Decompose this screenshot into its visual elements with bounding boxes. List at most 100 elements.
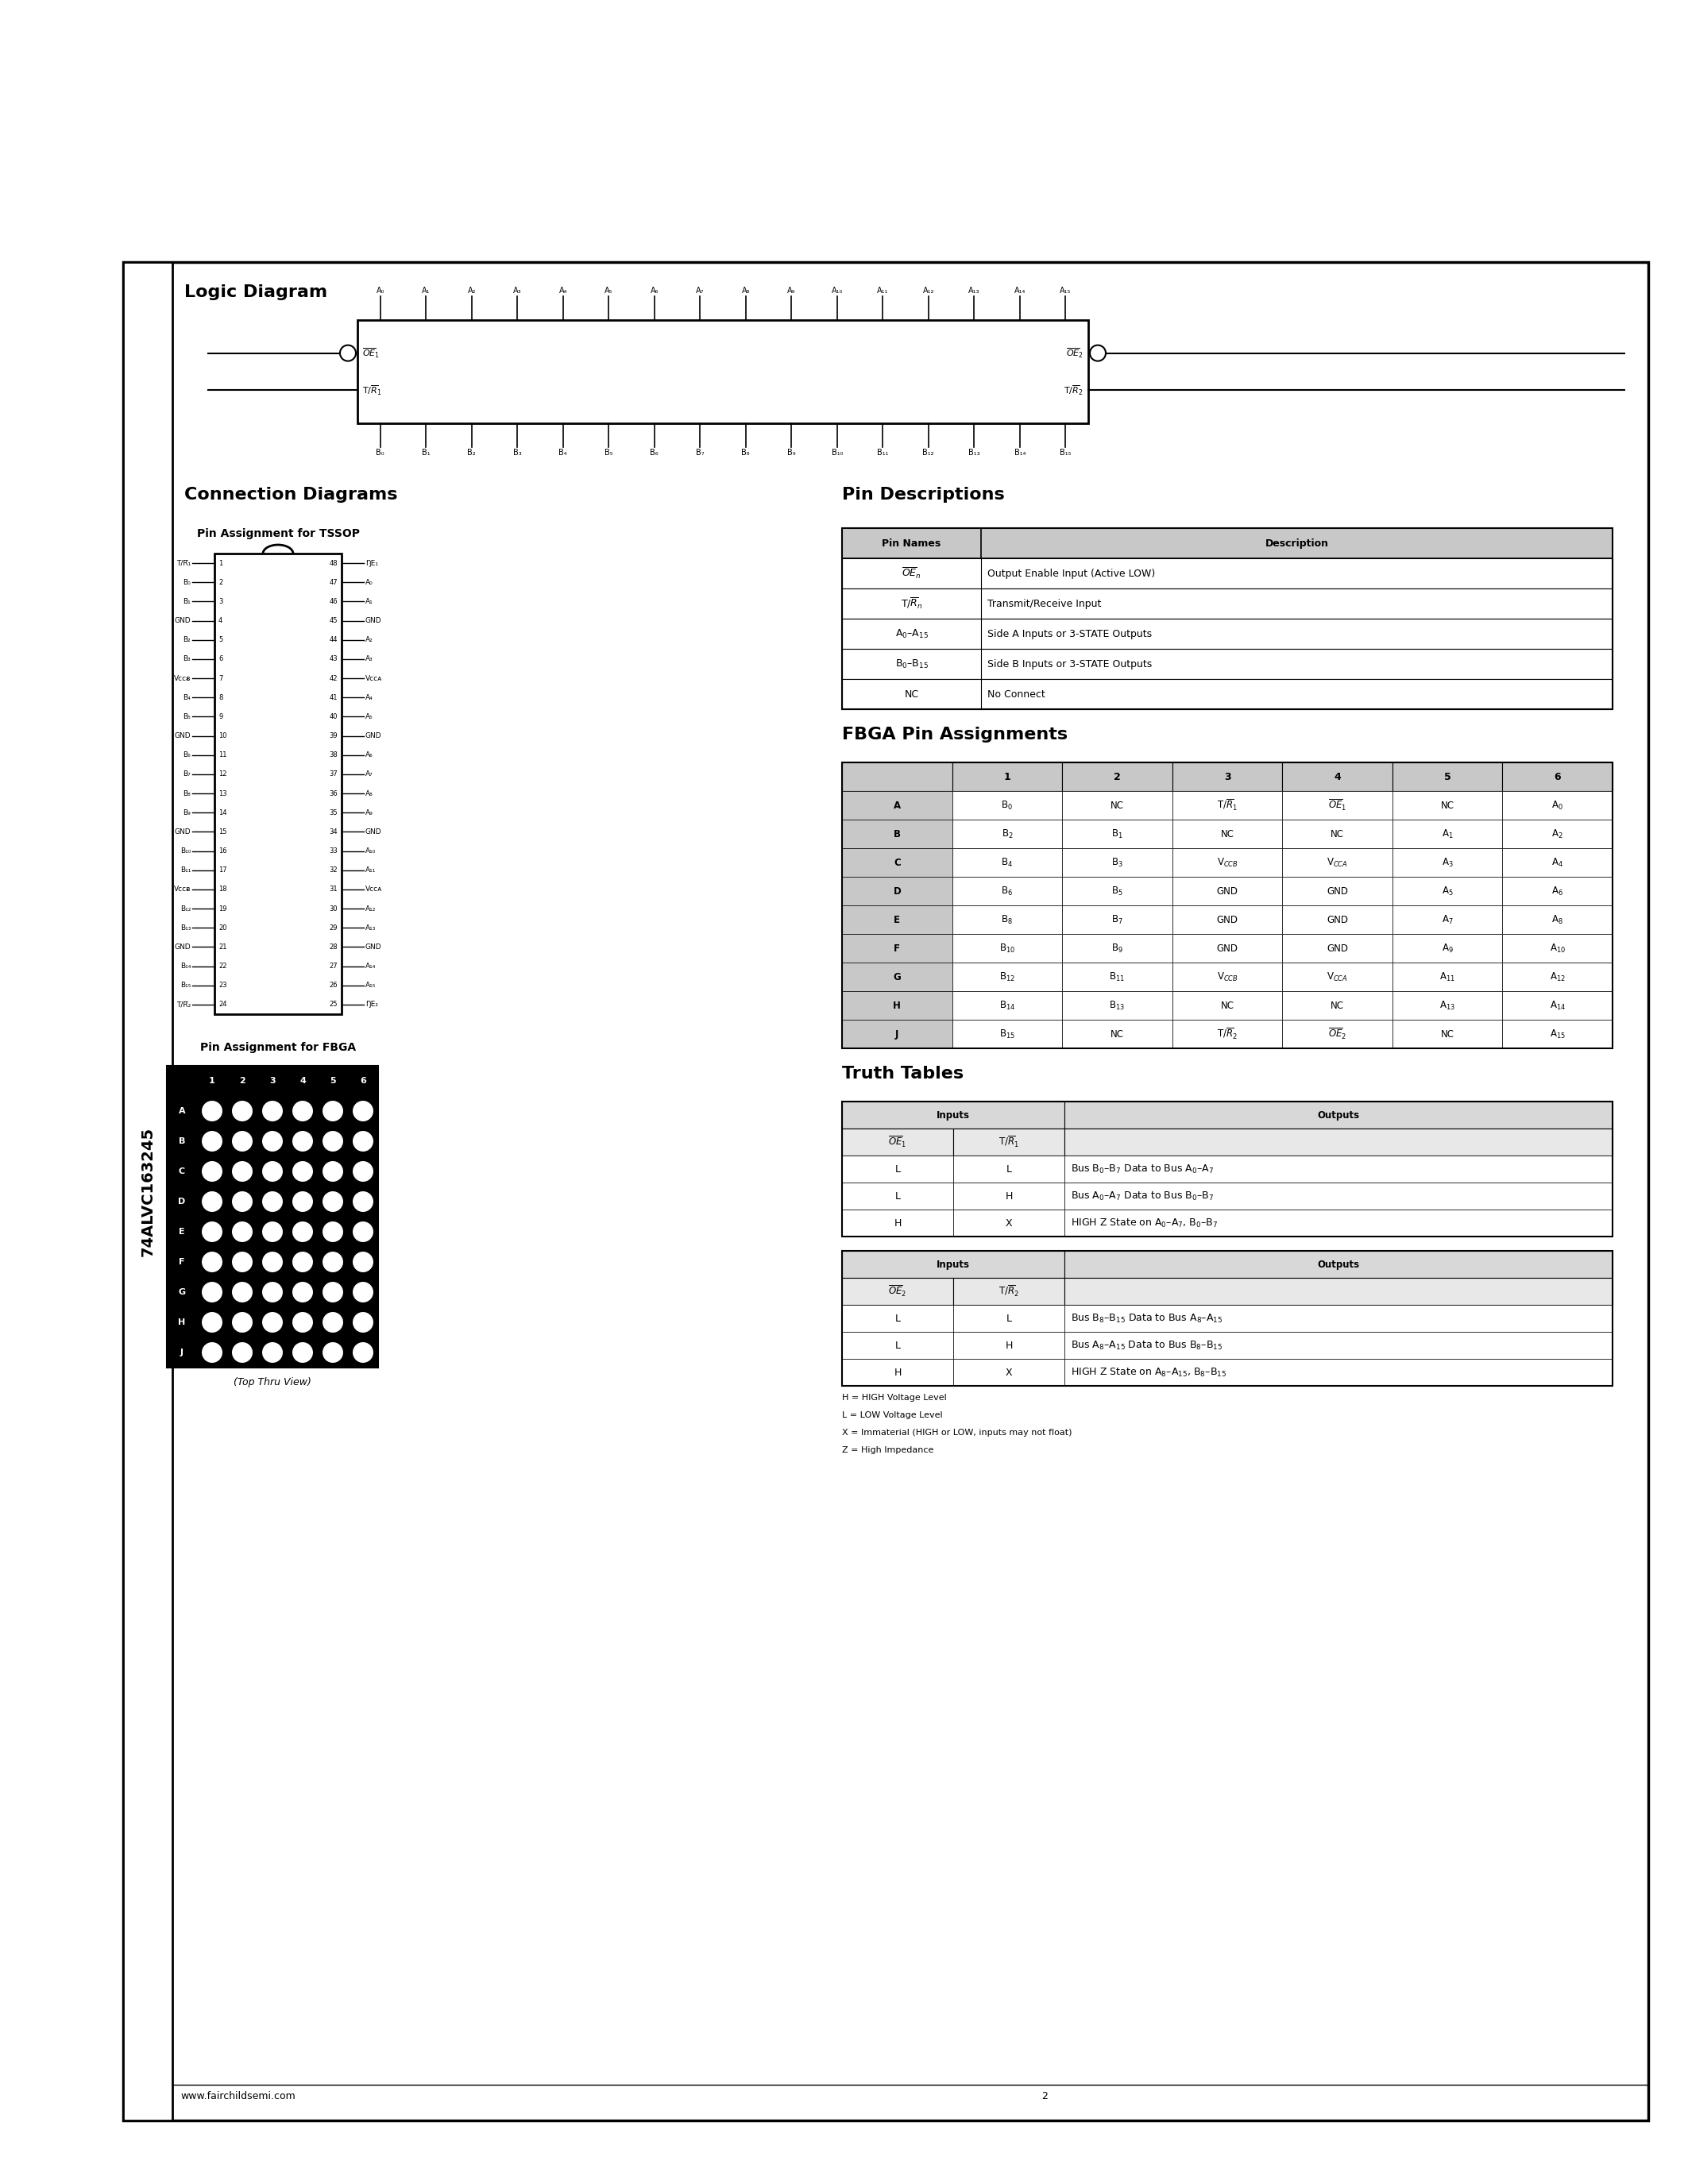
Circle shape xyxy=(231,1101,253,1123)
Circle shape xyxy=(339,345,356,360)
Text: 7: 7 xyxy=(218,675,223,681)
Text: B$_7$: B$_7$ xyxy=(1111,913,1123,926)
Circle shape xyxy=(292,1160,314,1182)
Text: A₉: A₉ xyxy=(365,808,373,817)
Text: B$_6$: B$_6$ xyxy=(1001,885,1013,898)
Text: 17: 17 xyxy=(218,867,226,874)
Bar xyxy=(842,587,1612,618)
Text: Output Enable Input (Active LOW): Output Enable Input (Active LOW) xyxy=(987,568,1155,579)
Text: A$_{11}$: A$_{11}$ xyxy=(1440,972,1455,983)
Text: 4: 4 xyxy=(218,618,223,625)
Bar xyxy=(842,618,1612,649)
Text: A₁₀: A₁₀ xyxy=(830,286,842,295)
Text: T/$\overline{R}_n$: T/$\overline{R}_n$ xyxy=(901,596,922,612)
Circle shape xyxy=(322,1190,344,1212)
Bar xyxy=(952,819,1062,847)
Text: Outputs: Outputs xyxy=(1317,1109,1359,1120)
Circle shape xyxy=(353,1190,373,1212)
Text: X: X xyxy=(1006,1367,1013,1378)
Text: 42: 42 xyxy=(329,675,338,681)
Text: L: L xyxy=(895,1341,900,1350)
Text: B$_3$: B$_3$ xyxy=(1111,856,1123,869)
Text: $\overline{OE}_2$: $\overline{OE}_2$ xyxy=(888,1284,906,1299)
Circle shape xyxy=(201,1131,223,1153)
Bar xyxy=(1171,1020,1283,1048)
Bar xyxy=(954,1332,1065,1358)
Text: Side A Inputs or 3-STATE Outputs: Side A Inputs or 3-STATE Outputs xyxy=(987,629,1151,640)
Text: B₁: B₁ xyxy=(422,448,430,456)
Text: 21: 21 xyxy=(218,943,226,950)
Text: 22: 22 xyxy=(218,963,226,970)
Text: A₁₀: A₁₀ xyxy=(365,847,376,854)
Bar xyxy=(952,876,1062,906)
Text: T/$\overline{R}_2$: T/$\overline{R}_2$ xyxy=(999,1284,1020,1299)
Bar xyxy=(842,529,1612,559)
Text: T/$\overline{R}_1$: T/$\overline{R}_1$ xyxy=(363,384,381,397)
Text: 15: 15 xyxy=(218,828,226,836)
Text: C: C xyxy=(893,858,900,867)
Text: A$_3$: A$_3$ xyxy=(1442,856,1453,869)
Bar xyxy=(1502,963,1612,992)
Text: 23: 23 xyxy=(218,983,226,989)
Text: 14: 14 xyxy=(218,808,226,817)
Text: H: H xyxy=(895,1367,901,1378)
Text: 18: 18 xyxy=(218,887,226,893)
Text: No Connect: No Connect xyxy=(987,688,1045,699)
Text: 9: 9 xyxy=(218,714,223,721)
Circle shape xyxy=(353,1221,373,1243)
Bar xyxy=(842,1278,954,1304)
Bar xyxy=(123,262,172,2121)
Bar xyxy=(1065,1358,1612,1387)
Text: $\overline{OE}_1$: $\overline{OE}_1$ xyxy=(1328,797,1347,812)
Text: A₆: A₆ xyxy=(650,286,658,295)
Text: HIGH Z State on A$_8$–A$_{15}$, B$_8$–B$_{15}$: HIGH Z State on A$_8$–A$_{15}$, B$_8$–B$… xyxy=(1070,1367,1227,1378)
Bar xyxy=(1283,992,1393,1020)
Text: B$_{11}$: B$_{11}$ xyxy=(1109,972,1126,983)
Circle shape xyxy=(201,1190,223,1212)
Text: A₄: A₄ xyxy=(365,695,373,701)
Text: 32: 32 xyxy=(329,867,338,874)
Text: L: L xyxy=(895,1190,900,1201)
Bar xyxy=(954,1304,1065,1332)
Text: 1: 1 xyxy=(209,1077,214,1085)
Circle shape xyxy=(292,1251,314,1273)
Text: X: X xyxy=(1006,1219,1013,1227)
Text: J: J xyxy=(895,1029,898,1040)
Text: 34: 34 xyxy=(329,828,338,836)
Text: 40: 40 xyxy=(329,714,338,721)
Text: B₅: B₅ xyxy=(604,448,613,456)
Text: 38: 38 xyxy=(329,751,338,758)
Bar xyxy=(1283,791,1393,819)
Bar xyxy=(1283,819,1393,847)
Text: Vᴄᴄᴀ: Vᴄᴄᴀ xyxy=(365,887,383,893)
Text: 13: 13 xyxy=(218,791,226,797)
Text: B₁₄: B₁₄ xyxy=(181,963,191,970)
Bar xyxy=(842,762,952,791)
Bar xyxy=(1062,935,1171,963)
Text: GND: GND xyxy=(365,732,381,740)
Circle shape xyxy=(231,1282,253,1304)
Text: www.fairchildsemi.com: www.fairchildsemi.com xyxy=(181,2090,295,2101)
Circle shape xyxy=(292,1221,314,1243)
Circle shape xyxy=(262,1131,284,1153)
Text: 10: 10 xyxy=(218,732,226,740)
Text: GND: GND xyxy=(174,618,191,625)
Bar xyxy=(1502,1020,1612,1048)
Text: B$_2$: B$_2$ xyxy=(1001,828,1013,841)
Text: A₅: A₅ xyxy=(604,286,613,295)
Circle shape xyxy=(201,1101,223,1123)
Bar xyxy=(842,1129,954,1155)
Bar xyxy=(1065,1129,1612,1155)
Bar xyxy=(952,963,1062,992)
Text: A₁₁: A₁₁ xyxy=(365,867,376,874)
Text: 2: 2 xyxy=(240,1077,245,1085)
Text: B₁₃: B₁₃ xyxy=(969,448,979,456)
Text: 25: 25 xyxy=(329,1000,338,1009)
Text: Truth Tables: Truth Tables xyxy=(842,1066,964,1081)
Text: A₁₁: A₁₁ xyxy=(878,286,888,295)
Text: Bus B$_0$–B$_7$ Data to Bus A$_0$–A$_7$: Bus B$_0$–B$_7$ Data to Bus A$_0$–A$_7$ xyxy=(1070,1164,1214,1175)
Text: A$_{15}$: A$_{15}$ xyxy=(1550,1029,1565,1040)
Text: H: H xyxy=(179,1319,186,1326)
Text: B₁₄: B₁₄ xyxy=(1014,448,1026,456)
Text: B$_{10}$: B$_{10}$ xyxy=(999,941,1014,954)
